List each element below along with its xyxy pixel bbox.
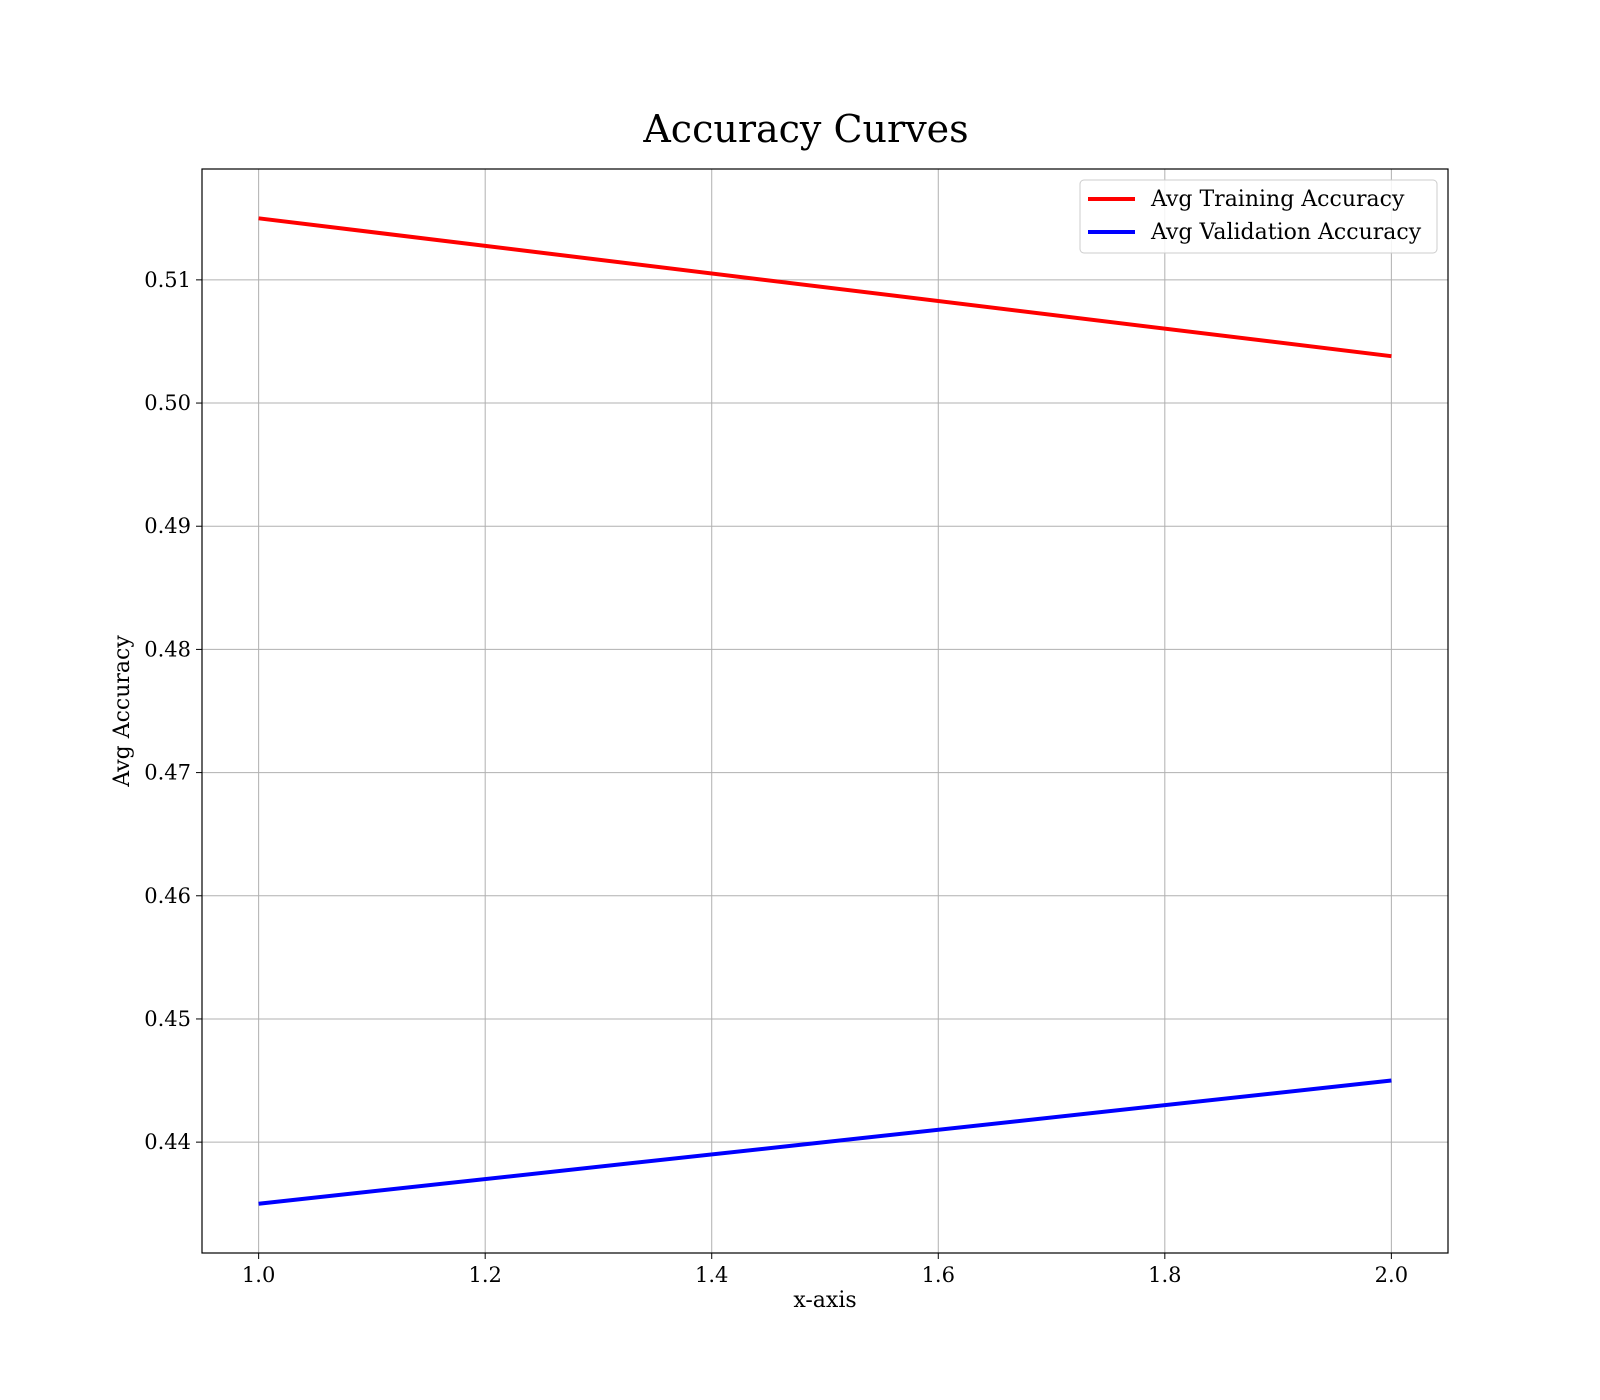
x-tick-label: 1.6 xyxy=(922,1263,955,1287)
x-tick-label: 1.2 xyxy=(468,1263,501,1287)
x-tick-label: 1.8 xyxy=(1148,1263,1181,1287)
legend-box xyxy=(1079,179,1438,254)
y-tick-label: 0.49 xyxy=(144,514,191,538)
plot-area-frame xyxy=(201,168,1449,1254)
series-line-1 xyxy=(258,1078,1392,1206)
x-tick-label: 2.0 xyxy=(1375,1263,1408,1287)
x-tick-label: 1.4 xyxy=(695,1263,728,1287)
legend: Avg Training Accuracy Avg Validation Accu… xyxy=(1079,179,1438,254)
x-axis-ticks: 1.0 1.2 1.4 1.6 1.8 2.0 xyxy=(242,1253,1408,1287)
legend-label: Avg Training Accuracy xyxy=(1150,187,1405,212)
y-axis-label: Avg Accuracy xyxy=(110,635,135,788)
y-tick-label: 0.48 xyxy=(144,637,191,661)
y-tick-label: 0.47 xyxy=(144,761,191,785)
y-tick-label: 0.46 xyxy=(144,884,191,908)
y-tick-label: 0.44 xyxy=(144,1130,191,1154)
x-tick-label: 1.0 xyxy=(242,1263,275,1287)
series-lines xyxy=(258,216,1392,1206)
legend-label: Avg Validation Accuracy xyxy=(1150,220,1422,245)
x-axis-label: x-axis xyxy=(793,1288,856,1313)
y-tick-label: 0.51 xyxy=(144,268,191,292)
y-tick-label: 0.50 xyxy=(144,391,191,415)
grid-lines xyxy=(202,169,1448,1253)
chart-title: Accuracy Curves xyxy=(642,107,968,151)
y-tick-label: 0.45 xyxy=(144,1007,191,1031)
y-axis-ticks: 0.44 0.45 0.46 0.47 0.48 0.49 0.50 0.51 xyxy=(144,268,202,1154)
series-line-0 xyxy=(258,216,1392,359)
